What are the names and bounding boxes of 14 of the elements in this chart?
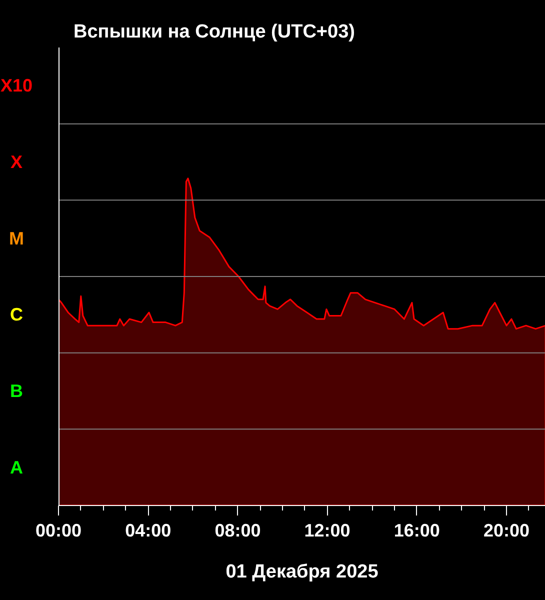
chart-title: Вспышки на Солнце (UTC+03): [74, 22, 355, 42]
x-axis-title: 01 Декабря 2025: [226, 562, 379, 582]
x-tick-label: 20:00: [484, 520, 530, 540]
x-tick-label: 00:00: [35, 520, 82, 540]
x-tick-label: 04:00: [125, 520, 172, 540]
x-tick-label: 08:00: [214, 520, 261, 540]
text: A: [10, 457, 23, 478]
text: X: [10, 152, 23, 172]
text: B: [10, 381, 23, 401]
x-tick-label: 12:00: [304, 520, 350, 540]
text: C: [10, 304, 23, 325]
text: M: [9, 228, 24, 248]
x-tick-label: 16:00: [394, 520, 440, 540]
text: X10: [0, 76, 33, 96]
